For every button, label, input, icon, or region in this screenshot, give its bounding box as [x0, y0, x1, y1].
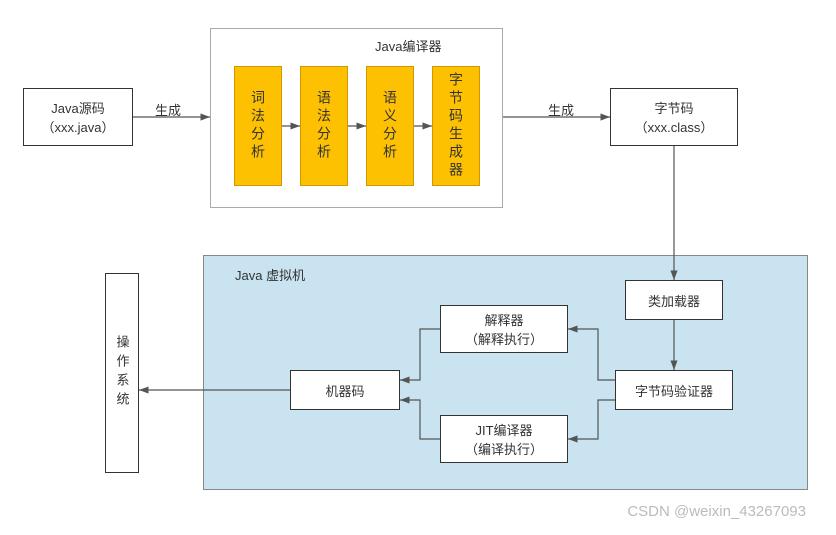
stage-syntax: 语法分析 — [300, 66, 348, 186]
node-source-line2: （xxx.java） — [42, 117, 115, 136]
node-classloader: 类加载器 — [625, 280, 723, 320]
node-source: Java源码 （xxx.java） — [23, 88, 133, 146]
compiler-title: Java编译器 — [375, 36, 441, 55]
node-jit-line1: JIT编译器 — [465, 420, 543, 439]
stage-bytecode-gen: 字节码生成器 — [432, 66, 480, 186]
node-interpreter-line2: （解释执行） — [465, 329, 543, 348]
jvm-title: Java 虚拟机 — [235, 265, 305, 284]
stage-lexical: 词法分析 — [234, 66, 282, 186]
node-bytecode-line2: （xxx.class） — [635, 117, 714, 136]
stage-semantic: 语义分析 — [366, 66, 414, 186]
node-source-line1: Java源码 — [42, 98, 115, 117]
node-verifier: 字节码验证器 — [615, 370, 733, 410]
node-machinecode: 机器码 — [290, 370, 400, 410]
watermark: CSDN @weixin_43267093 — [627, 503, 806, 520]
node-os: 操作系统 — [105, 273, 139, 473]
node-bytecode-line1: 字节码 — [635, 98, 714, 117]
edge-label-gen2: 生成 — [548, 100, 574, 119]
node-os-label: 操作系统 — [113, 335, 132, 411]
edge-label-gen1: 生成 — [155, 100, 181, 119]
node-interpreter-line1: 解释器 — [465, 310, 543, 329]
node-jit-line2: （编译执行） — [465, 439, 543, 458]
node-bytecode: 字节码 （xxx.class） — [610, 88, 738, 146]
node-jit: JIT编译器 （编译执行） — [440, 415, 568, 463]
node-interpreter: 解释器 （解释执行） — [440, 305, 568, 353]
